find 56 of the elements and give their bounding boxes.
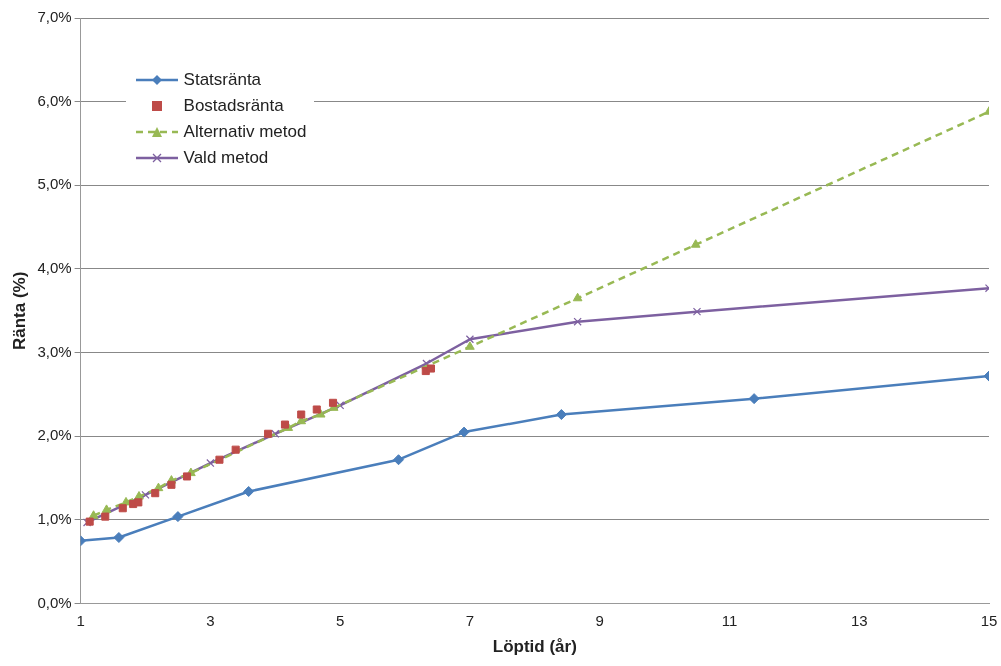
y-tick-label: 3,0% (37, 342, 72, 360)
point (748, 393, 760, 405)
point (271, 429, 280, 438)
x-tick-label: 15 (980, 611, 998, 629)
point (393, 454, 405, 466)
point (264, 429, 273, 438)
y-tick-label: 1,0% (37, 510, 72, 528)
point (692, 307, 702, 316)
point (572, 292, 583, 302)
point (215, 455, 224, 464)
legend-label: Vald metod (183, 148, 269, 168)
point (465, 341, 475, 350)
point (336, 401, 345, 410)
y-tick-label: 6,0% (37, 91, 72, 109)
point (167, 480, 176, 489)
x-tick-label: 1 (76, 611, 85, 629)
x-axis-title: Löptid (år) (492, 637, 577, 657)
point (280, 420, 290, 429)
point (422, 359, 431, 368)
x-tick-label: 5 (335, 611, 345, 629)
x-tick-label: 13 (850, 611, 868, 629)
point (172, 511, 184, 523)
point (328, 398, 338, 407)
point (458, 426, 470, 438)
point (426, 364, 436, 373)
point (113, 532, 125, 544)
x-tick-label: 3 (206, 611, 215, 629)
y-tick-label: 7,0% (37, 8, 72, 26)
point (182, 472, 192, 481)
point (134, 498, 143, 507)
legend-label: Statsränta (183, 70, 262, 90)
point (118, 504, 127, 513)
y-tick-label: 2,0% (37, 426, 72, 444)
point (206, 458, 215, 468)
y-tick-label: 4,0% (37, 259, 72, 277)
x-tick-label: 7 (465, 611, 475, 629)
point (151, 489, 160, 498)
point (101, 512, 110, 521)
x-tick-label: 11 (721, 611, 738, 629)
point (555, 409, 567, 421)
point (690, 239, 701, 248)
point (141, 490, 150, 499)
point (312, 405, 321, 414)
point (243, 486, 255, 497)
legend-label: Bostadsränta (183, 96, 284, 116)
point (101, 504, 112, 513)
point (465, 335, 475, 344)
y-tick-label: 5,0% (37, 175, 72, 193)
point (231, 445, 240, 454)
point (297, 410, 306, 419)
point (573, 317, 582, 326)
x-tick-label: 9 (595, 611, 604, 629)
y-axis-title: Ränta (%) (9, 271, 29, 350)
legend-label: Alternativ metod (183, 122, 307, 142)
point (88, 510, 99, 519)
y-tick-label: 0,0% (37, 593, 72, 611)
